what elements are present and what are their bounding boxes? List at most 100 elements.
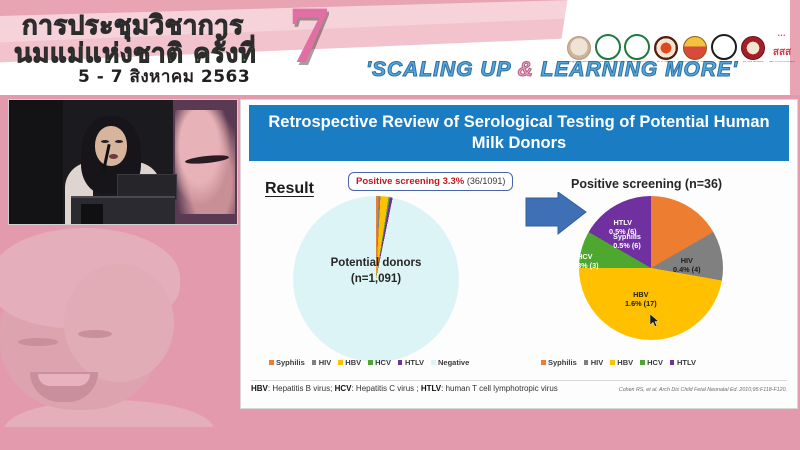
logo-caption: สภาการพยาบาล [656,61,676,63]
legend-item-hbv: HBV [610,358,633,367]
slice-value-hiv: 0.4% (4) [673,265,701,275]
legend-swatch-hiv [583,360,589,365]
legend-swatch-hiv [311,360,317,365]
university-icon [741,36,765,60]
legend-item-hbv: HBV [338,358,361,367]
legend-swatch-hbv [610,360,615,365]
medical-council-logo: แพทยสภา [711,34,737,64]
legend-item-hiv: HIV [583,358,604,367]
result-heading: Result [265,180,314,197]
speaker-eye-right [115,140,123,143]
potential-donors-pie-chart [293,196,459,362]
baby-face [0,260,160,410]
health-ministry-logo: กรมอนามัย กระทรวงสาธารณสุข [595,34,621,64]
tagline-segment-2: LEARNING MORE' [533,58,739,82]
abbr-htlv-def: : human T cell lymphotropic virus [441,384,558,393]
abbr-htlv: HTLV [420,384,442,393]
logo-caption: มูลนิธิศูนย์นมแม่แห่งประเทศไทย [566,61,592,63]
slice-name-hcv: HCV [577,252,593,261]
health-ministry-icon [595,34,621,60]
slice-value-hbv: 1.6% (17) [625,299,657,309]
legend-item-syphilis: Syphilis [269,358,305,367]
slice-value-syphilis: 0.5% (6) [613,241,641,251]
conference-banner: การประชุมวิชาการ นมแม่แห่งชาติ ครั้งที่ … [0,0,800,95]
legend-swatch-syphilis [269,360,274,365]
podium-panel [81,204,103,224]
slide-footnote: HBV: Hepatitis B virus; HCV: Hepatitis C… [251,384,787,393]
legend-swatch-hbv [338,360,343,365]
royal-college-icon [683,36,707,60]
royal-college-logo: ราชวิทยาลัยกุมารแพทย์ [682,36,708,64]
callout-fraction: (36/1091) [466,176,506,186]
baby-teeth [38,374,90,386]
legend-swatch-syphilis [541,360,546,365]
legend-label-htlv: HTLV [676,358,696,367]
slice-label-htlv: HTLV 0.5% (6) [609,218,637,237]
legend-item-htlv: HTLV [397,358,424,367]
abbr-hcv: HCV [334,384,352,393]
slide-title: Retrospective Review of Serological Test… [249,105,789,161]
flow-arrow-icon [525,192,587,236]
citation: Cohen RS, et al. Arch Dis Child Fetal Ne… [618,387,787,393]
slice-label-hcv: HCV 0.3% (3) [571,252,599,271]
speaker-face [95,126,127,166]
slice-label-syphilis: Syphilis 0.5% (6) [613,232,641,251]
baby-hat [0,228,180,328]
legend-item-syphilis: Syphilis [541,358,577,367]
baby-eye-left [18,338,58,346]
baby-eye-right [78,330,112,338]
tagline-ampersand: & [517,58,534,82]
baby-photo-watermark [0,222,244,427]
legend-right: Syphilis HIV HBV HCV HTLV [541,358,696,367]
positive-screening-chart-title: Positive screening (n=36) [571,177,723,191]
logo-caption: แพทยสภา [718,61,730,63]
slice-name-syphilis: Syphilis [613,232,641,241]
baby-hat-brim [64,264,174,382]
abbr-hbv: HBV [251,384,268,393]
legend-label-negative: Negative [438,358,470,367]
callout-bold-text: Positive screening 3.3% [356,176,465,187]
nursing-council-logo: สภาการพยาบาล [653,36,679,64]
abbr-hbv-def: : Hepatitis B virus; [267,384,335,393]
slice-label-hiv: HIV 0.4% (4) [673,256,701,275]
legend-label-syphilis: Syphilis [548,358,577,367]
legend-swatch-htlv [397,360,403,365]
speaker-eye-left [101,140,109,143]
medical-council-icon [711,34,737,60]
abbreviation-key: HBV: Hepatitis B virus; HCV: Hepatitis C… [251,384,558,393]
conference-date: 5 - 7 สิงหาคม 2563 [78,67,251,87]
legend-label-hbv: HBV [617,358,634,367]
legend-swatch-negative [431,360,436,365]
logo-caption: มหาวิทยาลัยมหิดล [742,61,764,63]
legend-swatch-hcv [640,360,645,365]
mouse-cursor-icon [650,314,659,327]
thaihealth-sss-logo: ••• สสส สสส. สำนักงานกองทุนสนับสนุนการสร… [769,24,795,64]
abbr-hcv-def: : Hepatitis C virus ; [351,384,421,393]
tagline-segment-1: 'SCALING UP [366,58,518,82]
legend-item-negative: Negative [431,358,469,367]
legend-label-hiv: HIV [590,358,604,367]
slice-value-htlv: 0.5% (6) [609,227,637,237]
slice-name-hbv: HBV [633,290,649,299]
royal-seal-icon [567,36,591,60]
slice-name-htlv: HTLV [613,218,633,227]
nursing-council-icon [654,36,678,60]
health-department-logo: กรมสนับสนุนบริการสุขภาพ [624,34,650,64]
thaihealth-dots-icon: ••• [777,33,787,39]
legend-label-hcv: HCV [375,358,391,367]
banner-right-edge [790,0,800,95]
slice-label-hbv: HBV 1.6% (17) [625,290,657,309]
conference-edition-number: 7 [288,0,329,80]
legend-item-hcv: HCV [368,358,391,367]
slide-content: Retrospective Review of Serological Test… [240,99,798,409]
positive-screening-callout: Positive screening 3.3% (36/1091) [348,172,514,191]
royal-seal-logo: มูลนิธิศูนย์นมแม่แห่งประเทศไทย [566,36,592,64]
sponsor-logo-strip: มูลนิธิศูนย์นมแม่แห่งประเทศไทย กรมอนามัย… [566,24,795,64]
logo-caption: กรมสนับสนุนบริการสุขภาพ [624,61,650,63]
legend-label-htlv: HTLV [404,358,424,367]
footer-divider [251,380,787,381]
logo-caption: สสส. สำนักงานกองทุนสนับสนุนการสร้างเสริม… [769,61,795,63]
speaker-video-feed[interactable] [8,99,238,225]
health-department-icon [624,34,650,60]
